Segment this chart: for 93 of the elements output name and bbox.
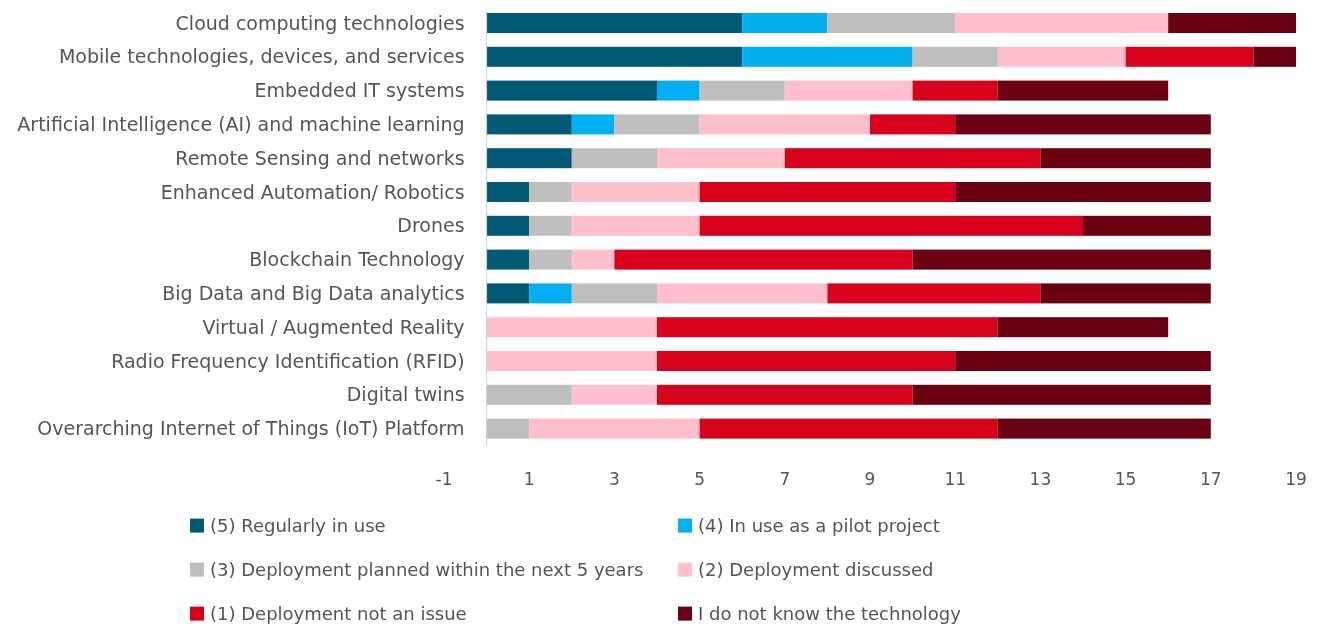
x-tick-label: 19: [1285, 468, 1307, 489]
bar: [571, 182, 700, 202]
bar: [870, 114, 956, 135]
bar: [529, 283, 572, 304]
bar: [1040, 148, 1211, 169]
bar: [1083, 215, 1211, 236]
y-tick-label: Enhanced Automation/ Robotics: [160, 180, 465, 203]
bar: [614, 114, 700, 135]
x-tick-label: 11: [944, 468, 967, 489]
bar: [486, 317, 657, 338]
y-tick-label: Overarching Internet of Things (IoT) Platform: [37, 417, 465, 440]
bar: [955, 351, 1211, 371]
bar: [486, 13, 743, 33]
bar: [955, 13, 1169, 33]
bar: [486, 351, 657, 371]
x-tick-label: 1: [523, 468, 535, 489]
bar: [529, 182, 572, 202]
bar: [699, 182, 956, 202]
bar: [657, 317, 998, 338]
legend-label: I do not know the technology: [698, 602, 962, 624]
y-tick-label: Remote Sensing and networks: [175, 146, 465, 169]
bar: [955, 114, 1211, 135]
bar: [529, 418, 700, 439]
bar: [997, 317, 1169, 338]
bar: [486, 384, 572, 405]
bar: [997, 46, 1126, 67]
bar: [657, 351, 956, 371]
y-tick-label: Radio Frequency Identification (RFID): [111, 349, 465, 372]
bar: [1253, 46, 1296, 67]
bar: [784, 80, 913, 101]
bar: [912, 80, 998, 101]
x-tick-label: 3: [608, 468, 620, 489]
bar: [657, 283, 828, 304]
bar: [486, 418, 530, 439]
bar: [486, 249, 530, 270]
bar: [1125, 46, 1254, 67]
bar: [486, 80, 657, 101]
y-tick-label: Blockchain Technology: [249, 248, 465, 271]
bar: [827, 283, 1041, 304]
legend-label: (5) Regularly in use: [210, 514, 386, 536]
x-tick-label: -1: [435, 468, 453, 489]
bar: [912, 249, 1211, 270]
bar: [486, 114, 572, 135]
bar: [997, 418, 1211, 439]
bar: [742, 13, 828, 33]
x-tick-label: 17: [1199, 468, 1222, 489]
bar: [529, 249, 572, 270]
bar: [486, 215, 530, 236]
bar: [571, 114, 615, 135]
y-tick-label: Drones: [397, 214, 465, 237]
legend-label: (4) In use as a pilot project: [698, 514, 940, 536]
x-tick-label: 7: [779, 468, 791, 489]
x-tick-label: 9: [864, 468, 876, 489]
bar: [571, 249, 615, 270]
bar: [657, 80, 700, 101]
bar: [657, 148, 785, 169]
bar: [571, 148, 657, 169]
bar: [699, 418, 998, 439]
bar: [699, 80, 785, 101]
bar: [955, 182, 1211, 202]
bar: [486, 283, 530, 304]
bar: [657, 384, 913, 405]
bar: [614, 249, 913, 270]
bar: [571, 283, 657, 304]
legend-label: (2) Deployment discussed: [698, 558, 934, 580]
y-tick-label: Big Data and Big Data analytics: [162, 282, 465, 305]
bar: [571, 215, 700, 236]
bar: [699, 114, 870, 135]
y-tick-label: Embedded IT systems: [254, 79, 465, 102]
y-tick-label: Artificial Intelligence (AI) and machine learning: [17, 113, 465, 136]
x-tick-label: 15: [1114, 468, 1137, 489]
bar: [571, 384, 657, 405]
bar: [486, 148, 572, 169]
bar: [827, 13, 956, 33]
bar: [699, 215, 1083, 236]
y-tick-label: Digital twins: [346, 383, 465, 406]
bar: [912, 384, 1211, 405]
legend-label: (1) Deployment not an issue: [210, 602, 467, 624]
bar: [997, 80, 1169, 101]
bar: [529, 215, 572, 236]
legend-label: (3) Deployment planned within the next 5 years: [210, 558, 644, 580]
bar: [784, 148, 1041, 169]
y-tick-label: Mobile technologies, devices, and services: [58, 45, 465, 68]
bar: [486, 46, 743, 67]
y-tick-label: Cloud computing technologies: [175, 11, 465, 34]
bar: [912, 46, 998, 67]
x-tick-label: 13: [1029, 468, 1052, 489]
bar: [742, 46, 913, 67]
bar: [1040, 283, 1211, 304]
bar: [486, 182, 530, 202]
bar: [1168, 13, 1296, 33]
x-tick-label: 5: [694, 468, 706, 489]
y-tick-label: Virtual / Augmented Reality: [202, 315, 465, 338]
